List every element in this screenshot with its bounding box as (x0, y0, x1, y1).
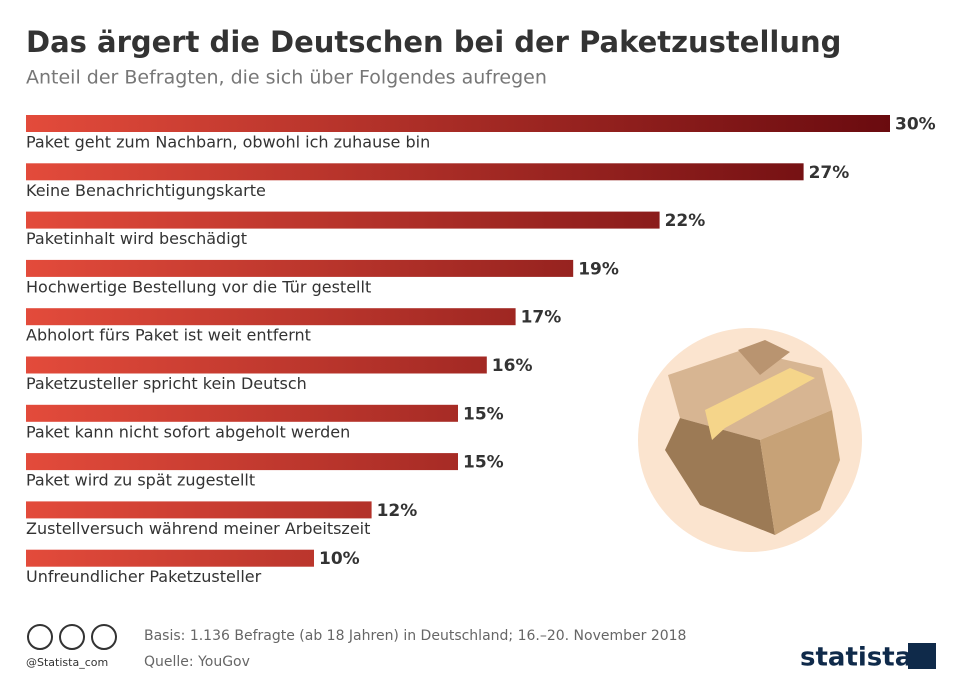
value-label: 22% (665, 211, 706, 231)
chart-title: Das ärgert die Deutschen bei der Paketzu… (26, 25, 841, 59)
category-label: Paketinhalt wird beschädigt (26, 229, 247, 248)
value-label: 30% (895, 115, 936, 135)
category-label: Paket wird zu spät zugestellt (26, 471, 255, 490)
note: Basis: 1.136 Befragte (ab 18 Jahren) in … (144, 628, 686, 644)
bar (26, 308, 516, 326)
bar (26, 453, 458, 471)
category-label: Keine Benachrichtigungskarte (26, 181, 266, 200)
bar (26, 115, 890, 132)
category-label: Hochwertige Bestellung vor die Tür geste… (26, 277, 371, 296)
value-label: 10% (319, 549, 360, 569)
bar (26, 404, 458, 422)
bar (26, 163, 804, 181)
bar (26, 259, 574, 277)
value-label: 12% (377, 501, 418, 521)
value-label: 15% (463, 404, 504, 424)
brand: statista (800, 643, 912, 673)
category-label: Paketzusteller spricht kein Deutsch (26, 374, 307, 393)
credit: @Statista_com (26, 656, 108, 669)
value-label: 19% (578, 259, 619, 279)
bar (26, 211, 660, 229)
category-label: Abholort fürs Paket ist weit entfernt (26, 326, 311, 345)
source: Quelle: YouGov (144, 654, 250, 670)
category-label: Unfreundlicher Paketzusteller (26, 567, 262, 586)
category-label: Zustellversuch während meiner Arbeitszei… (26, 519, 370, 538)
value-label: 17% (521, 308, 562, 328)
category-label: Paket geht zum Nachbarn, obwohl ich zuha… (26, 133, 430, 152)
bar (26, 356, 487, 374)
value-label: 15% (463, 453, 504, 473)
footer: @Statista_com Basis: 1.136 Befragte (ab … (26, 624, 936, 673)
category-label: Paket kann nicht sofort abgeholt werden (26, 422, 350, 441)
bar (26, 501, 372, 519)
chart-subtitle: Anteil der Befragten, die sich über Folg… (26, 67, 547, 89)
value-label: 16% (492, 356, 533, 376)
value-label: 27% (809, 163, 850, 183)
bar (26, 549, 314, 567)
illustration (638, 328, 862, 552)
